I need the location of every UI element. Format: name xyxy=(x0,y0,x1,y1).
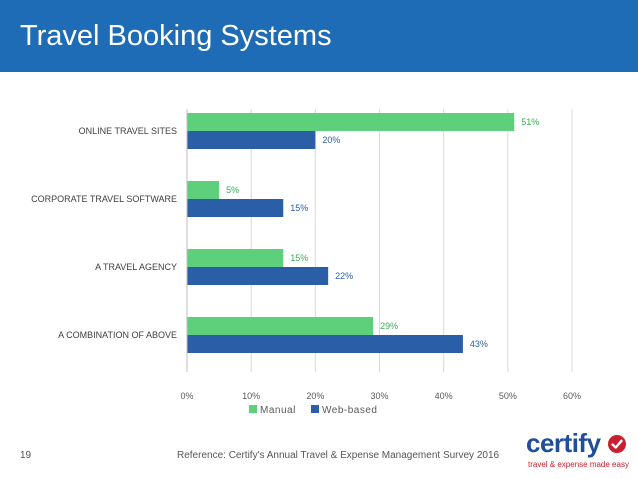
x-tick-label: 50% xyxy=(499,391,517,401)
legend-label: Web-based xyxy=(322,405,377,416)
title-bar: Travel Booking Systems xyxy=(0,0,638,72)
x-tick-label: 0% xyxy=(180,391,193,401)
checkmark-circle-icon xyxy=(608,435,626,453)
bar-web-based xyxy=(187,267,329,285)
logo-tagline: travel & expense made easy xyxy=(528,460,629,469)
category-label: CORPORATE TRAVEL SOFTWARE xyxy=(31,194,177,204)
logo-word: certify xyxy=(526,428,601,458)
data-label: 22% xyxy=(335,271,353,281)
data-label: 20% xyxy=(322,135,340,145)
bar-web-based xyxy=(187,131,316,149)
data-label: 29% xyxy=(380,321,398,331)
data-label: 5% xyxy=(226,185,239,195)
x-tick-label: 40% xyxy=(435,391,453,401)
bar-manual xyxy=(187,317,374,335)
data-label: 15% xyxy=(290,203,308,213)
page-number: 19 xyxy=(20,450,32,461)
category-label: A COMBINATION OF ABOVE xyxy=(58,330,177,340)
legend-swatch xyxy=(249,405,257,413)
bar-manual xyxy=(187,181,220,199)
category-label: A TRAVEL AGENCY xyxy=(95,262,177,272)
legend-label: Manual xyxy=(260,405,296,416)
x-tick-label: 10% xyxy=(242,391,260,401)
x-tick-label: 30% xyxy=(370,391,388,401)
data-label: 51% xyxy=(521,117,539,127)
data-label: 43% xyxy=(470,339,488,349)
bar-manual xyxy=(187,249,284,267)
data-label: 15% xyxy=(290,253,308,263)
bar-web-based xyxy=(187,199,284,217)
category-label: ONLINE TRAVEL SITES xyxy=(79,126,177,136)
legend-swatch xyxy=(311,405,319,413)
bar-chart: 0% 10% 20% 30% 40% 50% 60% ONLINE TRAVEL SITES 5… xyxy=(31,109,581,416)
slide-title: Travel Booking Systems xyxy=(20,20,332,52)
certify-logo: certify travel & expense made easy xyxy=(526,428,629,472)
reference-note: Reference: Certify's Annual Travel & Exp… xyxy=(177,450,500,461)
bar-web-based xyxy=(187,335,463,353)
x-tick-label: 60% xyxy=(563,391,581,401)
x-tick-label: 20% xyxy=(306,391,324,401)
bar-manual xyxy=(187,113,515,131)
